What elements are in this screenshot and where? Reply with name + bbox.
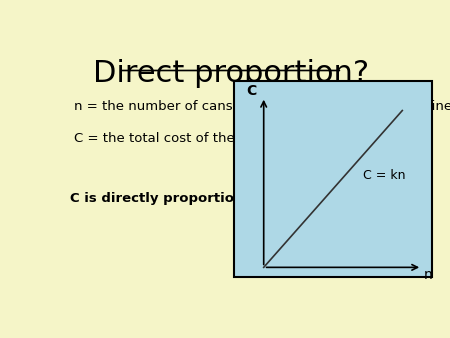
Text: C is directly proportional to n.: C is directly proportional to n. bbox=[70, 192, 297, 204]
Text: n: n bbox=[423, 268, 432, 282]
Text: C = the total cost of the cans.: C = the total cost of the cans. bbox=[74, 132, 274, 145]
Text: n = the number of cans of coke you buy from a machine.: n = the number of cans of coke you buy f… bbox=[74, 100, 450, 114]
Text: C = kn: C = kn bbox=[363, 169, 405, 182]
Text: Direct proportion?: Direct proportion? bbox=[93, 59, 369, 88]
Text: C: C bbox=[247, 84, 257, 98]
